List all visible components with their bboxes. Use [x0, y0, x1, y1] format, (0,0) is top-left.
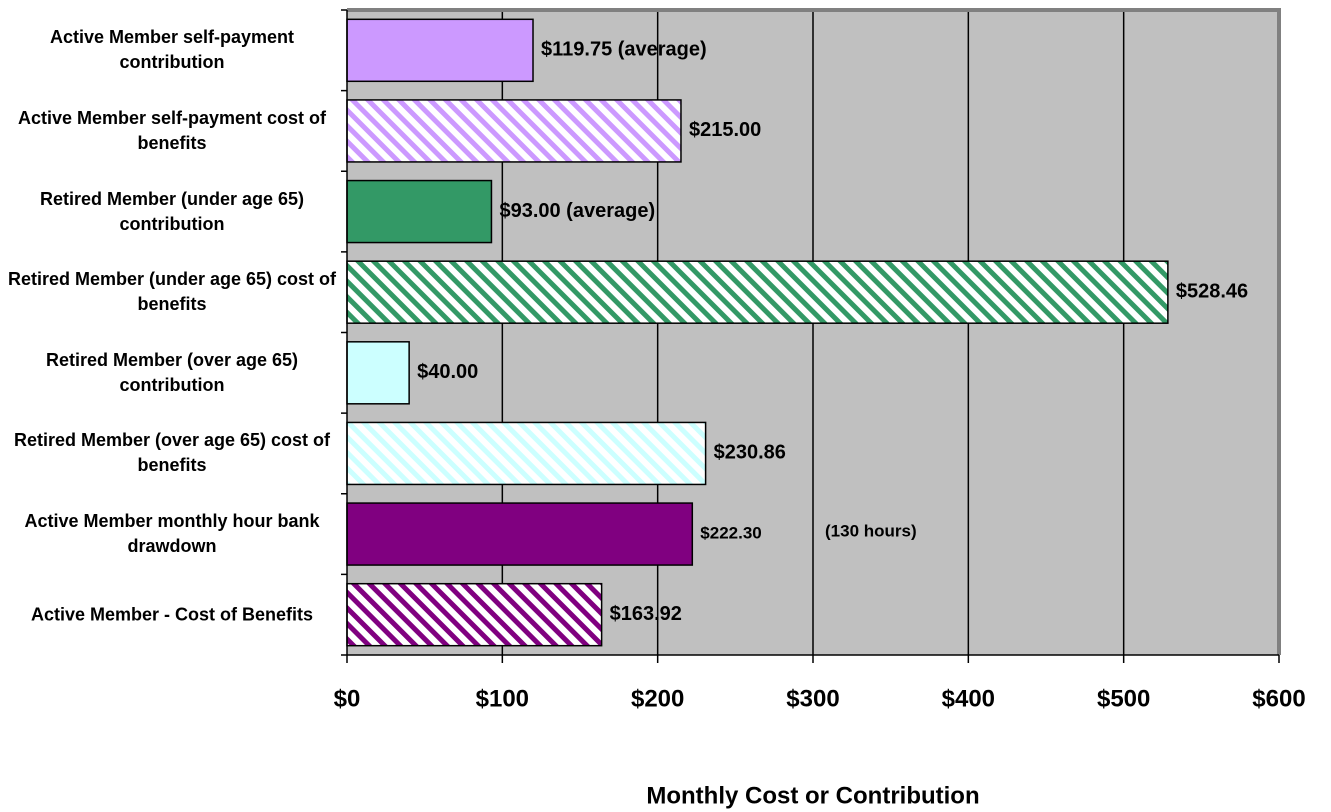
category-label: Retired Member (under age 65) cost of be…: [7, 269, 337, 315]
value-label: $528.46: [1176, 280, 1248, 302]
value-label: $230.86: [714, 442, 786, 464]
x-tick-label: $300: [786, 685, 839, 712]
value-label: $222.30: [700, 524, 761, 543]
value-label: $119.75 (average): [541, 39, 707, 61]
plot-frame: [347, 8, 1281, 655]
annotation: (130 hours): [825, 522, 917, 541]
x-tick-label: $400: [942, 685, 995, 712]
value-label: $93.00 (average): [499, 200, 655, 222]
x-tick-label: $100: [476, 685, 529, 712]
category-label: Active Member self-payment contribution: [49, 27, 295, 73]
category-label: Retired Member (over age 65) contributio…: [45, 349, 299, 395]
value-label: $215.00: [689, 119, 761, 141]
x-axis-title: Monthly Cost or Contribution: [646, 782, 979, 809]
bar: [346, 18, 534, 83]
bar: [346, 341, 410, 405]
category-label: Active Member self-payment cost of benef…: [17, 107, 327, 153]
bar: [346, 260, 1169, 324]
x-tick-label: $200: [631, 685, 684, 712]
value-label: $163.92: [610, 603, 682, 625]
bar: [346, 502, 694, 566]
x-tick-label: $0: [334, 685, 361, 712]
bar: [346, 421, 707, 486]
value-label: $40.00: [417, 361, 478, 383]
bar: [346, 179, 493, 244]
category-label: Retired Member (over age 65) cost of ben…: [13, 430, 331, 476]
x-tick-label: $600: [1252, 685, 1305, 712]
bar: [346, 582, 603, 647]
category-label: Retired Member (under age 65) contributi…: [39, 188, 305, 234]
bar: [346, 99, 682, 163]
x-tick-label: $500: [1097, 685, 1150, 712]
category-label: Active Member monthly hour bank drawdown: [24, 511, 320, 557]
category-label: Active Member - Cost of Benefits: [30, 604, 314, 625]
